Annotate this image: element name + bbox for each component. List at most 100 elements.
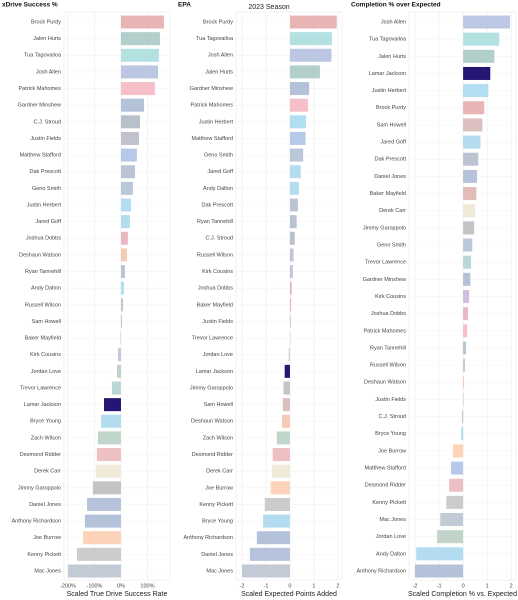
y-tick-label: Joshua Dobbs: [198, 286, 233, 292]
y-tick-label: Anthony Richardson: [183, 535, 233, 541]
bar: [289, 15, 337, 29]
y-tick-label: Dak Prescott: [375, 157, 407, 163]
y-tick-label: Lamar Jackson: [24, 402, 61, 408]
plot-background: [235, 11, 343, 581]
bar: [446, 495, 464, 509]
y-tick-label: Justin Fields: [375, 397, 406, 403]
y-tick-label: Ryan Tannehill: [370, 345, 406, 351]
bar: [289, 265, 293, 279]
y-tick-label: Deshaun Watson: [364, 380, 406, 386]
bar: [463, 118, 483, 132]
bar: [463, 290, 470, 303]
bar: [463, 187, 477, 201]
bar: [263, 514, 290, 528]
y-tick-label: Geno Smith: [32, 186, 61, 192]
bar: [120, 265, 125, 279]
y-tick-label: Trevor Lawrence: [192, 336, 233, 342]
bar: [241, 564, 290, 578]
bar: [289, 48, 332, 62]
bar: [289, 148, 304, 162]
y-tick-label: Brock Purdy: [203, 19, 233, 25]
y-tick-label: Bryce Young: [202, 519, 233, 525]
y-tick-label: Josh Allen: [381, 19, 406, 25]
y-tick-label: Mac Jones: [34, 568, 61, 574]
bar: [463, 152, 479, 166]
plot-background: [63, 11, 171, 581]
bar: [462, 410, 464, 424]
bar: [283, 381, 290, 395]
bar: [272, 448, 290, 462]
bar: [120, 281, 124, 295]
bar: [120, 314, 123, 328]
bar: [289, 165, 301, 179]
bar: [288, 348, 290, 362]
y-tick-label: Jared Goff: [207, 169, 233, 175]
x-tick-label: -2: [240, 583, 245, 589]
y-tick-label: Matthew Stafford: [192, 136, 233, 142]
y-tick-label: Mac Jones: [379, 517, 406, 523]
y-tick-label: Geno Smith: [204, 153, 233, 159]
y-tick-label: C.J. Stroud: [205, 236, 233, 242]
bar: [120, 115, 141, 129]
bar: [97, 431, 121, 445]
panel-title: EPA: [178, 2, 191, 9]
bar: [463, 221, 475, 235]
y-tick-label: Josh Allen: [36, 69, 61, 75]
bar: [120, 82, 155, 96]
y-tick-label: Daniel Jones: [29, 502, 61, 508]
bar: [289, 198, 298, 212]
y-tick-label: Justin Herbert: [199, 119, 234, 125]
y-tick-label: Brock Purdy: [376, 105, 406, 111]
bar: [264, 497, 290, 511]
y-tick-label: Lamar Jackson: [369, 71, 406, 77]
y-tick-label: Derek Carr: [379, 208, 406, 214]
bar: [463, 169, 478, 183]
y-tick-label: Russell Wilson: [370, 363, 406, 369]
bar: [84, 514, 121, 528]
y-tick-label: Jimmy Garoppolo: [18, 485, 61, 491]
bar: [289, 215, 297, 229]
y-tick-label: Justin Herbert: [372, 88, 407, 94]
bar: [120, 331, 121, 345]
y-tick-label: Joe Burrow: [33, 535, 61, 541]
y-tick-label: Jalen Hurts: [205, 69, 233, 75]
bar: [96, 448, 121, 462]
bar: [249, 547, 290, 561]
y-tick-label: Andy Dalton: [31, 286, 61, 292]
bar: [117, 364, 121, 378]
x-tick-label: 0: [462, 583, 465, 589]
bar: [76, 547, 121, 561]
bar: [289, 32, 332, 46]
x-axis-label: Scaled True Drive Success Rate: [67, 591, 168, 598]
panel-title: xDrive Success %: [2, 2, 58, 9]
bar: [120, 98, 145, 112]
bar: [83, 531, 121, 545]
y-tick-label: Baker Mayfield: [197, 302, 233, 308]
bar: [120, 131, 139, 145]
bar: [282, 398, 290, 412]
y-tick-label: Gardner Minshew: [190, 86, 233, 92]
bar: [463, 324, 468, 338]
panel-subtitle: 2023 Season: [248, 4, 289, 11]
y-tick-label: Sam Howell: [32, 319, 61, 325]
bar: [289, 281, 292, 295]
bar: [289, 82, 310, 96]
y-tick-label: Anthony Richardson: [11, 519, 61, 525]
bar: [120, 181, 133, 195]
bar: [437, 530, 464, 544]
bar: [87, 497, 121, 511]
y-tick-label: Lamar Jackson: [196, 369, 233, 375]
y-tick-label: Tua Tagovailoa: [369, 37, 407, 43]
y-tick-label: Kirk Cousins: [375, 294, 406, 300]
bar: [120, 298, 124, 312]
y-tick-label: Patrick Mahomes: [364, 328, 407, 334]
y-tick-label: Jordan Love: [376, 534, 406, 540]
bar: [120, 15, 164, 29]
bar: [120, 231, 128, 245]
y-tick-label: Deshaun Watson: [19, 252, 61, 258]
bar: [463, 49, 495, 63]
y-tick-label: Mac Jones: [206, 568, 233, 574]
bar: [463, 32, 500, 46]
bar: [120, 248, 128, 262]
